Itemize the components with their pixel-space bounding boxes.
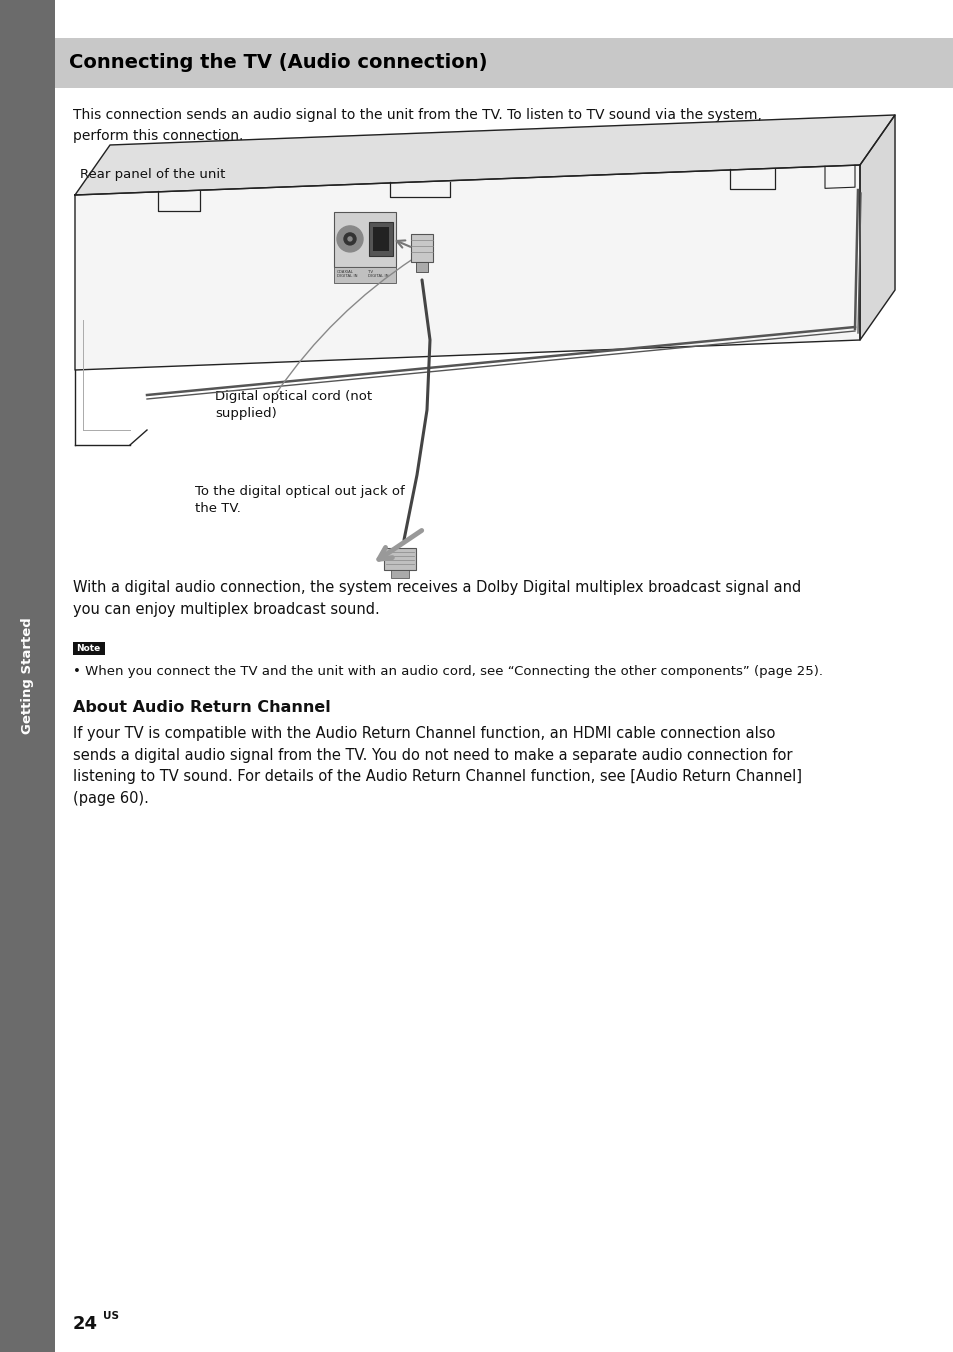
- Bar: [416, 262, 428, 272]
- Text: This connection sends an audio signal to the unit from the TV. To listen to TV s: This connection sends an audio signal to…: [73, 108, 761, 142]
- Polygon shape: [75, 115, 894, 195]
- Bar: [0, 0, 55, 1352]
- Bar: [334, 266, 395, 283]
- Text: TV
DIGITAL IN: TV DIGITAL IN: [368, 269, 388, 279]
- Circle shape: [336, 226, 363, 251]
- Bar: [384, 548, 416, 571]
- Text: US: US: [103, 1311, 119, 1321]
- Text: Rear panel of the unit: Rear panel of the unit: [80, 168, 225, 181]
- Text: To the digital optical out jack of
the TV.: To the digital optical out jack of the T…: [194, 485, 404, 515]
- Text: COAXIAL
DIGITAL IN: COAXIAL DIGITAL IN: [336, 269, 357, 279]
- Bar: [334, 212, 395, 266]
- Bar: [73, 642, 105, 654]
- Polygon shape: [859, 115, 894, 339]
- Bar: [411, 234, 433, 262]
- Text: If your TV is compatible with the Audio Return Channel function, an HDMI cable c: If your TV is compatible with the Audio …: [73, 726, 801, 806]
- Bar: [55, 38, 953, 88]
- Polygon shape: [75, 165, 859, 370]
- Bar: [369, 222, 393, 256]
- Circle shape: [344, 233, 355, 245]
- Bar: [391, 571, 409, 577]
- Text: Getting Started: Getting Started: [21, 618, 34, 734]
- Text: Note: Note: [76, 644, 100, 653]
- Text: Digital optical cord (not
supplied): Digital optical cord (not supplied): [214, 389, 372, 420]
- Bar: [373, 227, 389, 251]
- Text: About Audio Return Channel: About Audio Return Channel: [73, 700, 331, 715]
- Text: 24: 24: [73, 1315, 98, 1333]
- Text: With a digital audio connection, the system receives a Dolby Digital multiplex b: With a digital audio connection, the sys…: [73, 580, 801, 617]
- Circle shape: [348, 237, 352, 241]
- Text: • When you connect the TV and the unit with an audio cord, see “Connecting the o: • When you connect the TV and the unit w…: [73, 665, 822, 677]
- Text: Connecting the TV (Audio connection): Connecting the TV (Audio connection): [69, 54, 487, 73]
